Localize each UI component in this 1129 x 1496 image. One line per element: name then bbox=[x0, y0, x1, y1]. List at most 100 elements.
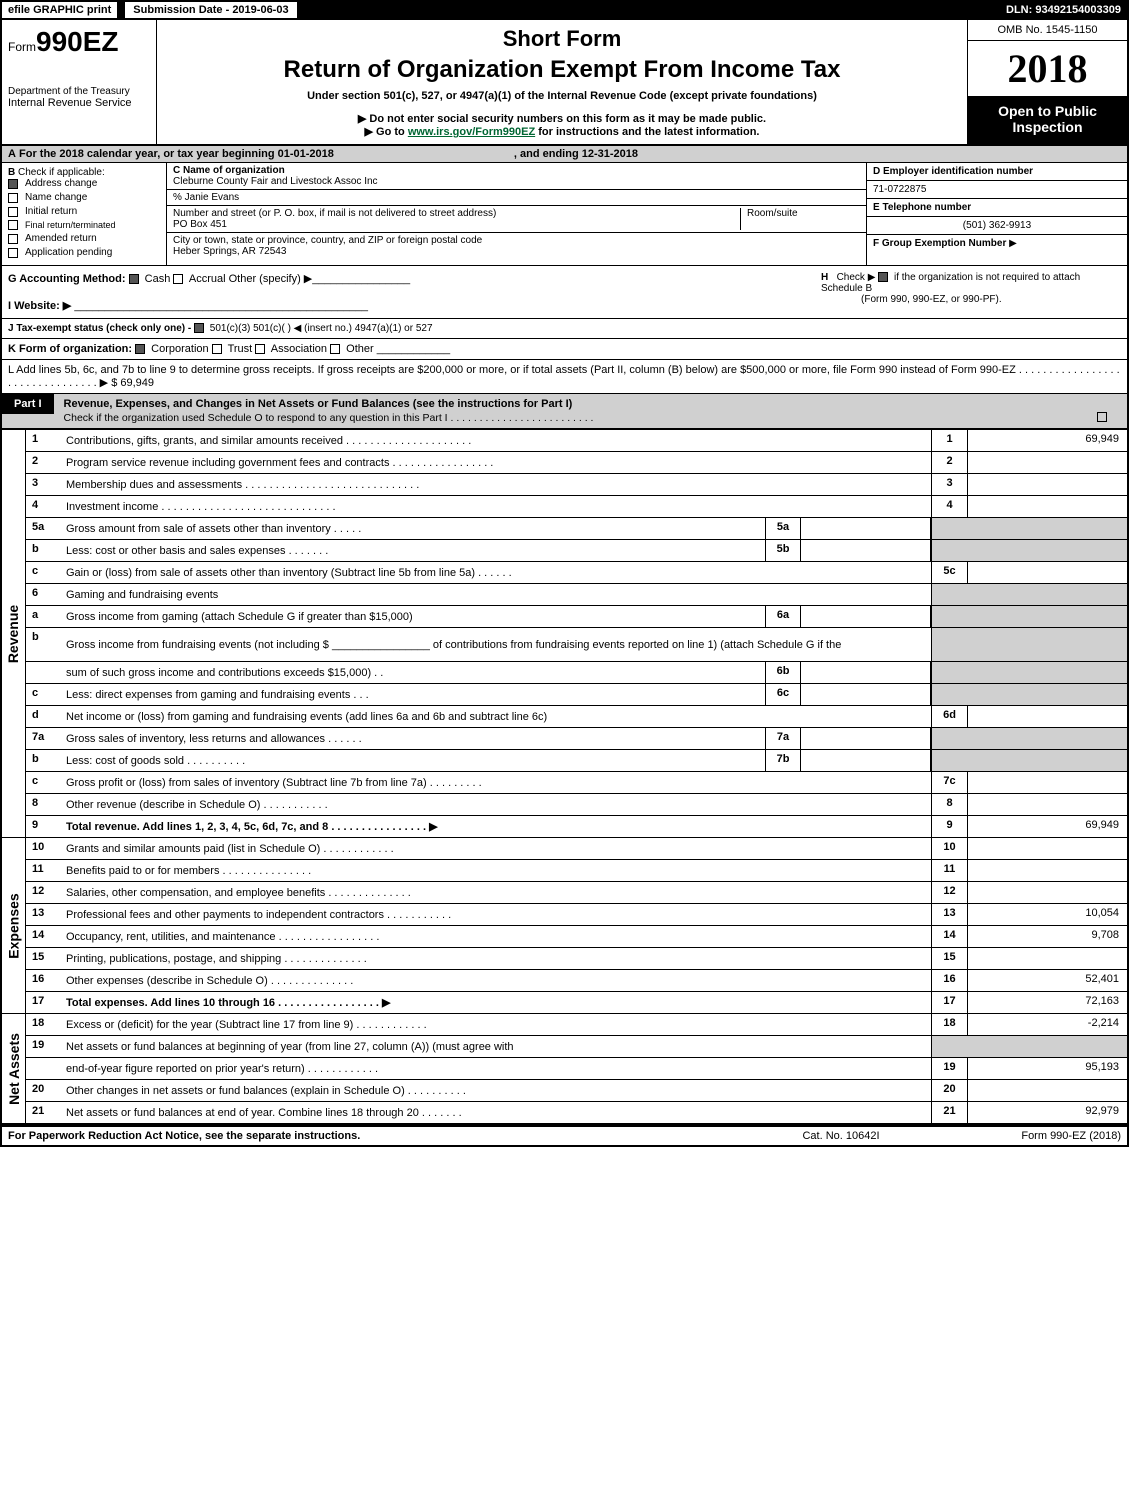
line-desc: Benefits paid to or for members . . . . … bbox=[62, 860, 931, 881]
right-num: 6d bbox=[931, 706, 967, 727]
line-number: 15 bbox=[26, 948, 62, 969]
form-line: aGross income from gaming (attach Schedu… bbox=[26, 606, 1127, 628]
line-desc: Less: cost of goods sold . . . . . . . .… bbox=[62, 750, 765, 771]
right-val: 10,054 bbox=[967, 904, 1127, 925]
a-text2: , and ending 12-31-2018 bbox=[514, 148, 638, 160]
form-line: 17Total expenses. Add lines 10 through 1… bbox=[26, 992, 1127, 1014]
right-val bbox=[967, 562, 1127, 583]
hint2-post: for instructions and the latest informat… bbox=[535, 126, 759, 138]
part1-sub: Check if the organization used Schedule … bbox=[64, 412, 1127, 424]
line-number: 5a bbox=[26, 518, 62, 539]
line-number: 1 bbox=[26, 430, 62, 451]
open-public-2: Inspection bbox=[1012, 119, 1082, 135]
h-text2: (Form 990, 990-EZ, or 990-PF). bbox=[861, 294, 1002, 305]
k-trust: Trust bbox=[228, 343, 253, 355]
line-desc: Professional fees and other payments to … bbox=[62, 904, 931, 925]
line-number: 2 bbox=[26, 452, 62, 473]
right-num: 18 bbox=[931, 1014, 967, 1035]
checkbox-initial[interactable] bbox=[8, 207, 18, 217]
form-line: 16Other expenses (describe in Schedule O… bbox=[26, 970, 1127, 992]
part1-header: Part I Revenue, Expenses, and Changes in… bbox=[0, 393, 1129, 430]
efile-button[interactable]: efile GRAPHIC print bbox=[0, 0, 119, 20]
line-number: 9 bbox=[26, 816, 62, 837]
form-line: 5aGross amount from sale of assets other… bbox=[26, 518, 1127, 540]
cb-schedo[interactable] bbox=[1097, 412, 1107, 422]
cb-assoc[interactable] bbox=[255, 344, 265, 354]
right-val: 69,949 bbox=[967, 816, 1127, 837]
line-number: 21 bbox=[26, 1102, 62, 1123]
ein: 71-0722875 bbox=[867, 181, 1127, 199]
cb-final: Final return/terminated bbox=[25, 220, 116, 230]
form-line: 7aGross sales of inventory, less returns… bbox=[26, 728, 1127, 750]
mid-num: 6c bbox=[765, 684, 801, 705]
cb-cash[interactable] bbox=[129, 274, 139, 284]
mid-num: 7a bbox=[765, 728, 801, 749]
form-line: 4Investment income . . . . . . . . . . .… bbox=[26, 496, 1127, 518]
checkbox-final[interactable] bbox=[8, 220, 18, 230]
irs: Internal Revenue Service bbox=[8, 97, 150, 109]
right-val bbox=[967, 772, 1127, 793]
city-block: City or town, state or province, country… bbox=[167, 233, 866, 265]
right-num: 3 bbox=[931, 474, 967, 495]
right-val: 92,979 bbox=[967, 1102, 1127, 1123]
checkbox-name[interactable] bbox=[8, 193, 18, 203]
cb-accrual[interactable] bbox=[173, 274, 183, 284]
line-desc: Investment income . . . . . . . . . . . … bbox=[62, 496, 931, 517]
omb: OMB No. 1545-1150 bbox=[968, 20, 1127, 41]
checkbox-address[interactable] bbox=[8, 179, 18, 189]
right-val: 69,949 bbox=[967, 430, 1127, 451]
footer-left: For Paperwork Reduction Act Notice, see … bbox=[8, 1130, 741, 1142]
right-num: 21 bbox=[931, 1102, 967, 1123]
section-bc: B Check if applicable: Address change Na… bbox=[0, 163, 1129, 266]
irs-link[interactable]: www.irs.gov/Form990EZ bbox=[408, 126, 535, 138]
under-section: Under section 501(c), 527, or 4947(a)(1)… bbox=[167, 90, 957, 102]
b-label: Check if applicable: bbox=[18, 167, 105, 178]
form-line: 10Grants and similar amounts paid (list … bbox=[26, 838, 1127, 860]
form-line: 14Occupancy, rent, utilities, and mainte… bbox=[26, 926, 1127, 948]
form-line: 1Contributions, gifts, grants, and simil… bbox=[26, 430, 1127, 452]
line-desc: Grants and similar amounts paid (list in… bbox=[62, 838, 931, 859]
cb-trust[interactable] bbox=[212, 344, 222, 354]
form-line: 8Other revenue (describe in Schedule O) … bbox=[26, 794, 1127, 816]
mid-val bbox=[801, 518, 931, 539]
care-of: % Janie Evans bbox=[167, 190, 866, 206]
cb-other[interactable] bbox=[330, 344, 340, 354]
mid-val bbox=[801, 728, 931, 749]
cb-h[interactable] bbox=[878, 272, 888, 282]
line-number: c bbox=[26, 562, 62, 583]
mid-val bbox=[801, 540, 931, 561]
right-num: 8 bbox=[931, 794, 967, 815]
f-arrow: ▶ bbox=[1009, 238, 1017, 249]
form-line: cGross profit or (loss) from sales of in… bbox=[26, 772, 1127, 794]
line-number: 8 bbox=[26, 794, 62, 815]
form-line: end-of-year figure reported on prior yea… bbox=[26, 1058, 1127, 1080]
right-num: 12 bbox=[931, 882, 967, 903]
checkbox-amended[interactable] bbox=[8, 234, 18, 244]
line-desc: Gross amount from sale of assets other t… bbox=[62, 518, 765, 539]
right-val bbox=[967, 948, 1127, 969]
checkbox-pending[interactable] bbox=[8, 248, 18, 258]
line-number: 17 bbox=[26, 992, 62, 1013]
line-desc: Program service revenue including govern… bbox=[62, 452, 931, 473]
col-h: H Check ▶ if the organization is not req… bbox=[821, 272, 1121, 312]
line-desc: Net assets or fund balances at beginning… bbox=[62, 1036, 931, 1057]
cb-corp[interactable] bbox=[135, 344, 145, 354]
line-desc: Less: direct expenses from gaming and fu… bbox=[62, 684, 765, 705]
submission-date: Submission Date - 2019-06-03 bbox=[123, 0, 298, 20]
shaded-cell bbox=[931, 662, 1127, 683]
line-desc: Membership dues and assessments . . . . … bbox=[62, 474, 931, 495]
form-line: bLess: cost of goods sold . . . . . . . … bbox=[26, 750, 1127, 772]
l-text: L Add lines 5b, 6c, and 7b to line 9 to … bbox=[8, 364, 1120, 389]
form-prefix: Form bbox=[8, 40, 36, 54]
line-number: b bbox=[26, 628, 62, 661]
footer-mid: Cat. No. 10642I bbox=[741, 1130, 941, 1142]
right-num: 2 bbox=[931, 452, 967, 473]
right-val: 72,163 bbox=[967, 992, 1127, 1013]
mid-num: 7b bbox=[765, 750, 801, 771]
line-number bbox=[26, 1058, 62, 1079]
right-num: 11 bbox=[931, 860, 967, 881]
form-line: 15Printing, publications, postage, and s… bbox=[26, 948, 1127, 970]
c-label: C Name of organization bbox=[173, 165, 285, 176]
cb-501c3[interactable] bbox=[194, 323, 204, 333]
revenue-label: Revenue bbox=[2, 430, 26, 838]
